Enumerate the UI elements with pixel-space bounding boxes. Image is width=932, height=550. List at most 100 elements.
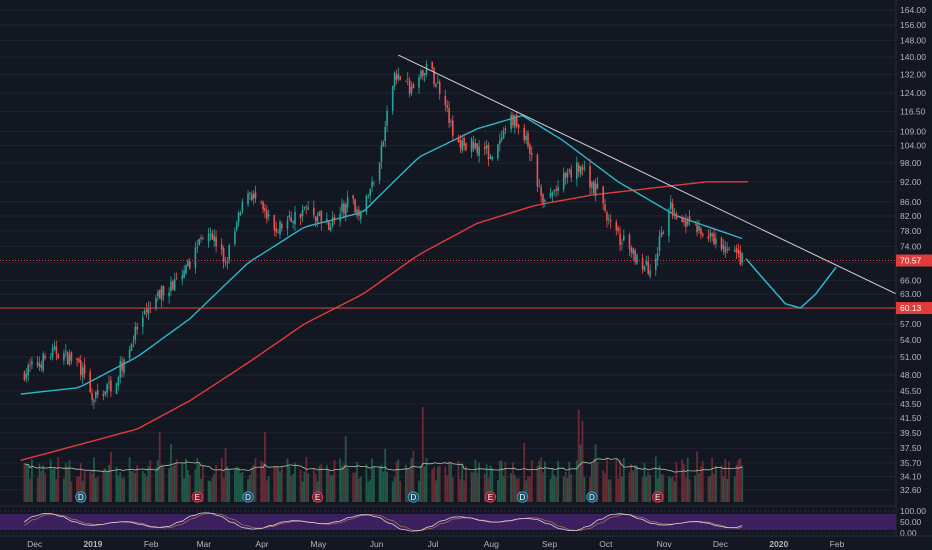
candle-body bbox=[128, 349, 131, 359]
event-marker-label: E bbox=[655, 493, 660, 502]
candle-body bbox=[25, 373, 28, 379]
ma-slow-path bbox=[20, 181, 748, 462]
candle-body bbox=[437, 81, 439, 84]
candle-body bbox=[36, 362, 39, 366]
volume-bar bbox=[31, 459, 33, 502]
candle-body bbox=[683, 220, 685, 222]
candle-body bbox=[343, 203, 345, 213]
event-marker-label: D bbox=[589, 493, 595, 502]
volume-bar bbox=[312, 468, 315, 502]
price-tick-label: 35.70 bbox=[900, 458, 922, 468]
candle-body bbox=[70, 352, 73, 361]
candle-body bbox=[301, 209, 304, 216]
volume-bar bbox=[451, 477, 454, 502]
volume-bar bbox=[476, 473, 479, 502]
volume-bar bbox=[279, 471, 281, 502]
volume-bar bbox=[280, 466, 283, 502]
price-tick-label: 54.00 bbox=[900, 335, 922, 345]
event-marker-label: E bbox=[315, 493, 320, 502]
candle-body bbox=[252, 193, 255, 199]
price-tick-label: 140.00 bbox=[900, 52, 926, 62]
volume-bar bbox=[581, 420, 584, 502]
volume-bar bbox=[226, 466, 229, 502]
projection-path-drawing[interactable] bbox=[745, 258, 837, 309]
candle-body bbox=[380, 145, 383, 162]
candle-body bbox=[318, 212, 321, 216]
volume-bar bbox=[237, 467, 240, 502]
volume-bar bbox=[25, 464, 28, 502]
slow-moving-average-line bbox=[20, 181, 748, 462]
volume-bar bbox=[525, 480, 527, 502]
candle-body bbox=[108, 382, 110, 383]
volume-bar bbox=[707, 477, 710, 502]
candle-body bbox=[504, 128, 507, 131]
candle-body bbox=[435, 84, 437, 87]
volume-bar bbox=[444, 466, 447, 502]
candle-body bbox=[497, 144, 499, 159]
candle-body bbox=[632, 248, 634, 254]
candle-body bbox=[220, 244, 223, 250]
candle-body bbox=[134, 326, 137, 340]
candle-body bbox=[728, 249, 730, 251]
candle-body bbox=[397, 73, 400, 79]
volume-bar bbox=[673, 481, 676, 502]
volume-bar bbox=[391, 481, 394, 502]
volume-bar bbox=[711, 457, 713, 502]
volume-bar bbox=[423, 466, 426, 502]
volume-average-line bbox=[24, 457, 743, 473]
volume-bar bbox=[108, 464, 110, 502]
volume-bar bbox=[632, 470, 635, 502]
volume-bar bbox=[234, 469, 236, 502]
trendline bbox=[398, 54, 897, 295]
candle-body bbox=[382, 142, 385, 146]
volume-bar bbox=[619, 460, 621, 502]
volume-bar bbox=[222, 477, 225, 502]
candle-body bbox=[239, 212, 242, 215]
volume-bar bbox=[399, 480, 402, 502]
candle-body bbox=[314, 217, 317, 221]
candle-body bbox=[251, 194, 253, 200]
volume-bar bbox=[162, 467, 165, 502]
price-tick-label: 82.00 bbox=[900, 211, 922, 221]
volume-bar bbox=[79, 463, 82, 502]
price-tick-label: 98.00 bbox=[900, 158, 922, 168]
price-axis[interactable]: 164.00 156.00 148.00 140.00 132.00 124.00 116.… bbox=[895, 0, 932, 550]
candle-body bbox=[596, 183, 599, 189]
volume-bar bbox=[91, 473, 93, 502]
candle-body bbox=[606, 212, 608, 221]
price-tick-label: 41.50 bbox=[900, 413, 922, 423]
price-tick-label: 34.10 bbox=[900, 471, 922, 481]
volume-bar bbox=[288, 466, 291, 502]
candle-body bbox=[65, 350, 67, 352]
candle-body bbox=[40, 364, 43, 368]
volume-bar bbox=[115, 466, 118, 502]
time-tick-label: Oct bbox=[599, 539, 613, 549]
volume-bar bbox=[175, 459, 178, 502]
candle-body bbox=[433, 68, 435, 85]
volume-bar bbox=[273, 465, 276, 502]
time-tick-label: Nov bbox=[657, 539, 673, 549]
candle-body bbox=[136, 326, 138, 330]
time-axis[interactable]: Dec 2019 Feb Mar Apr May Jun Jul Aug Sep Oct Nov Dec… bbox=[0, 535, 932, 549]
price-tick-label: 45.50 bbox=[900, 386, 922, 396]
volume-bar bbox=[194, 469, 197, 502]
volume-bar bbox=[213, 473, 216, 502]
candle-body bbox=[294, 211, 296, 225]
volume-bar bbox=[132, 470, 135, 502]
volume-bar bbox=[513, 475, 516, 502]
candle-body bbox=[551, 192, 554, 196]
volume-bar bbox=[583, 476, 586, 502]
horizontal-level-lines[interactable] bbox=[0, 260, 896, 309]
volume-bar bbox=[671, 476, 674, 502]
volume-bar bbox=[160, 464, 163, 502]
candle-body bbox=[566, 172, 569, 177]
trendline-drawing[interactable] bbox=[398, 54, 897, 295]
volume-bar bbox=[630, 464, 633, 502]
candle-body bbox=[681, 218, 683, 222]
candle-body bbox=[241, 201, 244, 212]
candle-body bbox=[542, 194, 544, 204]
candle-body bbox=[175, 278, 178, 280]
candle-body bbox=[313, 207, 315, 216]
